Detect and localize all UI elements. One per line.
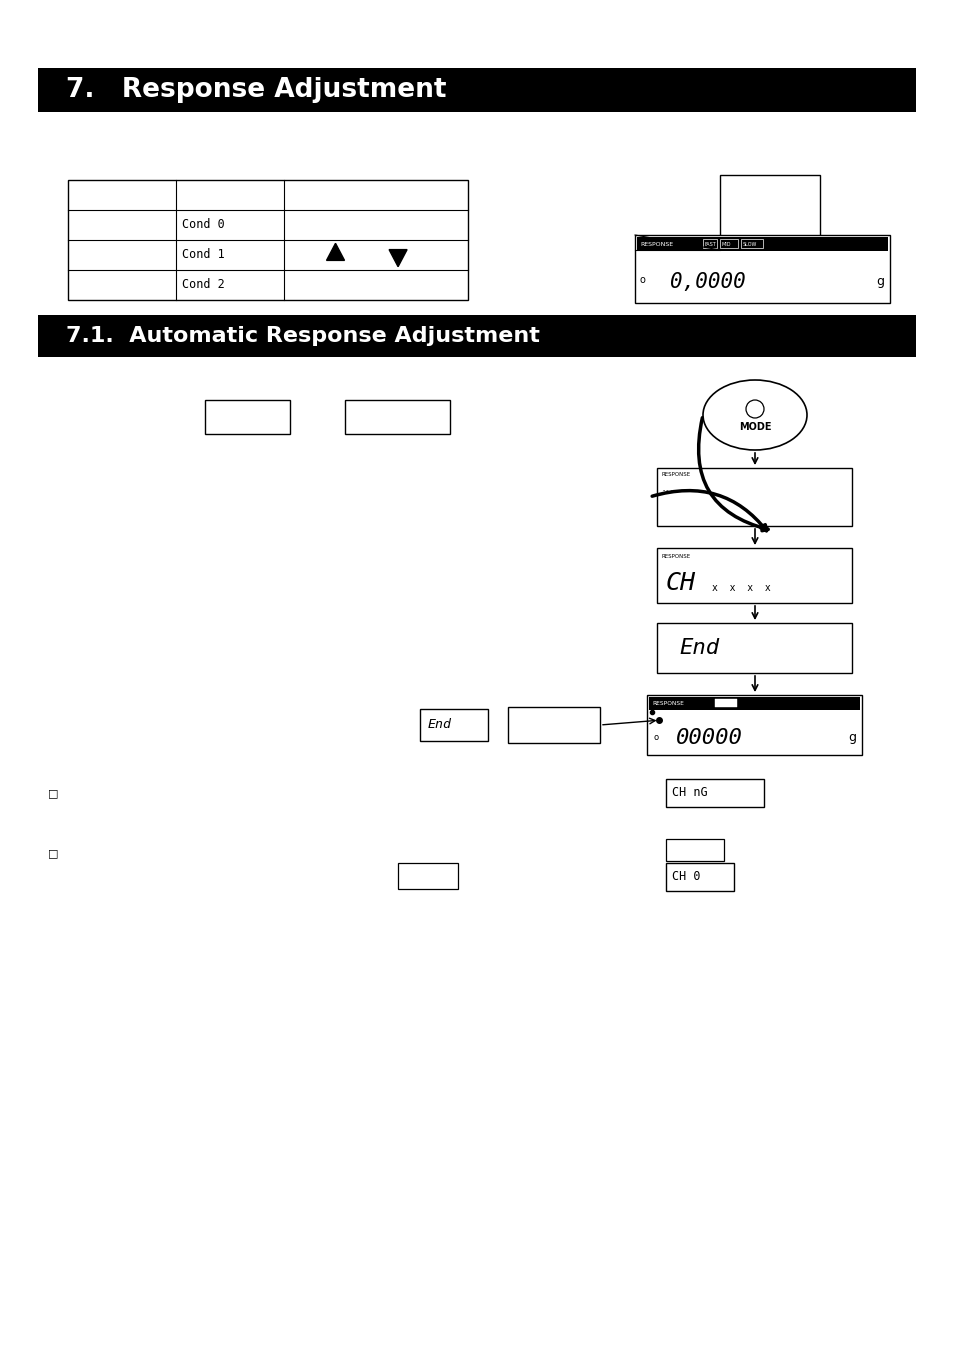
- Bar: [38, 68, 915, 112]
- Text: g: g: [847, 732, 856, 744]
- Text: 7.   Response Adjustment: 7. Response Adjustment: [66, 77, 446, 103]
- Bar: [715, 699, 737, 707]
- Bar: [397, 863, 457, 890]
- Bar: [635, 235, 889, 302]
- Text: End: End: [428, 718, 452, 732]
- Bar: [205, 400, 290, 433]
- Text: Cond 0: Cond 0: [182, 219, 225, 231]
- Bar: [68, 180, 468, 300]
- Bar: [665, 779, 763, 807]
- Bar: [637, 238, 887, 251]
- Text: RESPONSE: RESPONSE: [639, 242, 673, 247]
- Bar: [38, 315, 915, 356]
- Bar: [720, 239, 738, 248]
- Bar: [740, 239, 762, 248]
- Text: □: □: [48, 848, 58, 859]
- Text: CH nG: CH nG: [671, 787, 707, 799]
- Text: o: o: [639, 275, 645, 285]
- Polygon shape: [326, 243, 344, 261]
- Bar: [702, 239, 717, 248]
- Text: FAST: FAST: [704, 242, 716, 247]
- Text: RESPONSE: RESPONSE: [660, 472, 690, 478]
- Text: SLOW: SLOW: [742, 242, 757, 247]
- Circle shape: [745, 400, 763, 418]
- Text: 7.1.  Automatic Response Adjustment: 7.1. Automatic Response Adjustment: [66, 325, 539, 346]
- Bar: [649, 697, 860, 710]
- Bar: [720, 176, 820, 250]
- Bar: [345, 400, 450, 433]
- Bar: [657, 468, 852, 526]
- Text: x  x  x  x: x x x x: [712, 583, 770, 593]
- Text: MID: MID: [721, 242, 731, 247]
- Text: Cond 2: Cond 2: [182, 278, 225, 292]
- Text: ■■■: ■■■: [717, 701, 733, 706]
- Bar: [665, 838, 723, 861]
- Bar: [665, 863, 733, 891]
- Text: RESPONSE: RESPONSE: [660, 554, 690, 559]
- Text: o: o: [653, 733, 658, 741]
- Text: CH: CH: [665, 571, 695, 595]
- Bar: [419, 709, 488, 741]
- Text: □: □: [48, 788, 58, 798]
- Text: End: End: [679, 639, 719, 657]
- Bar: [647, 695, 862, 755]
- Text: 00000: 00000: [675, 728, 741, 748]
- Text: 0,0000: 0,0000: [669, 271, 745, 292]
- Text: g: g: [875, 275, 883, 289]
- Bar: [657, 622, 852, 674]
- Text: CH 0: CH 0: [671, 871, 700, 883]
- Text: Cond 1: Cond 1: [182, 248, 225, 262]
- Text: MODE: MODE: [738, 423, 770, 432]
- Text: --------: --------: [660, 487, 695, 493]
- Bar: [507, 707, 599, 742]
- Bar: [657, 548, 852, 603]
- Ellipse shape: [702, 379, 806, 450]
- Polygon shape: [389, 250, 407, 267]
- Text: RESPONSE: RESPONSE: [652, 701, 683, 706]
